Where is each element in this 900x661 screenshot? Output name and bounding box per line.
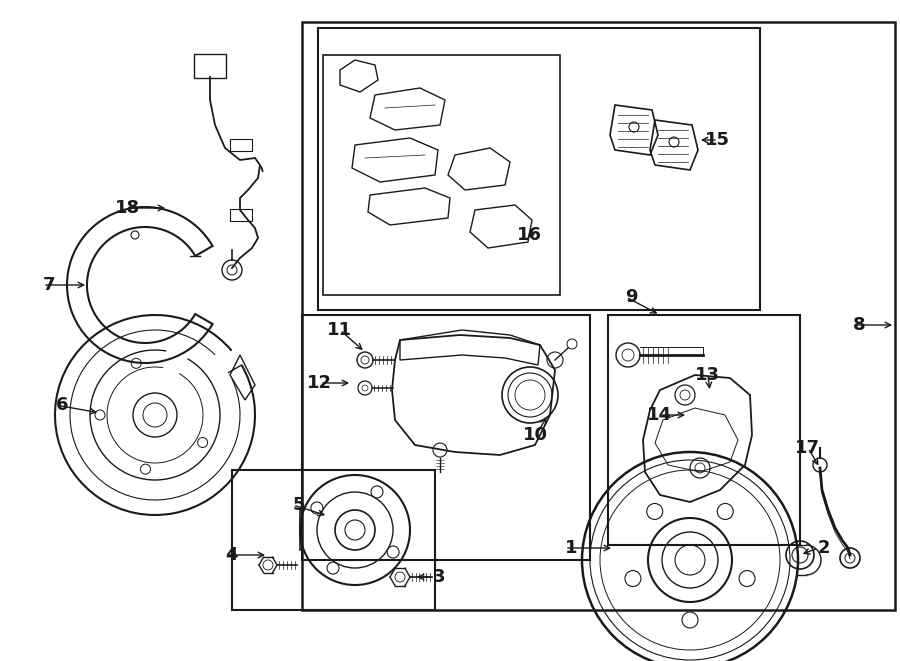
Text: 17: 17 xyxy=(795,439,820,457)
Text: 7: 7 xyxy=(42,276,55,294)
Text: 11: 11 xyxy=(327,321,352,339)
Text: 13: 13 xyxy=(695,366,720,384)
Text: 12: 12 xyxy=(307,374,332,392)
Bar xyxy=(318,28,760,310)
Text: 9: 9 xyxy=(626,288,638,306)
Bar xyxy=(230,209,252,221)
Text: 5: 5 xyxy=(292,496,305,514)
Text: 18: 18 xyxy=(115,199,140,217)
Bar xyxy=(323,55,560,295)
Text: 16: 16 xyxy=(517,226,542,244)
Text: 1: 1 xyxy=(564,539,577,557)
Text: 3: 3 xyxy=(433,568,445,586)
Text: 4: 4 xyxy=(226,546,238,564)
Bar xyxy=(302,22,895,610)
Text: 14: 14 xyxy=(647,406,672,424)
Text: 15: 15 xyxy=(705,131,730,149)
Bar xyxy=(608,315,800,545)
Text: 6: 6 xyxy=(56,396,68,414)
Text: 10: 10 xyxy=(523,426,548,444)
Bar xyxy=(232,470,435,610)
Bar xyxy=(302,315,590,560)
Text: 2: 2 xyxy=(817,539,830,557)
Text: 8: 8 xyxy=(852,316,865,334)
Bar xyxy=(230,139,252,151)
